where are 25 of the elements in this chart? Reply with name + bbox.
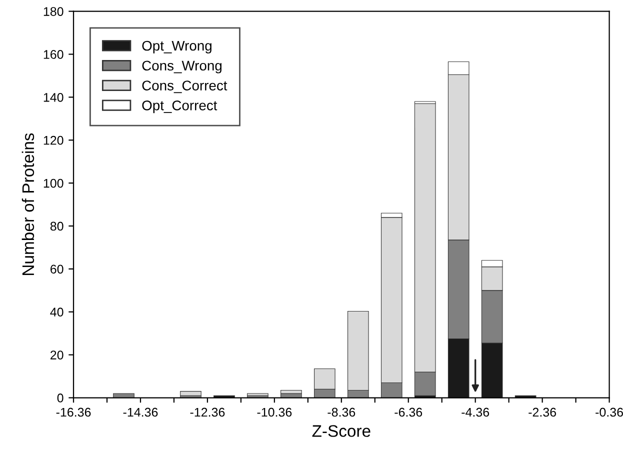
x-tick-label: -12.36 [190,408,225,417]
y-tick-label: 80 [50,222,64,231]
y-tick-label: 0 [57,394,64,402]
x-tick-label: -2.36 [528,408,556,417]
x-axis-title: Z-Score [312,425,370,437]
legend-label: Opt_Correct [142,100,218,114]
x-tick-label: -4.36 [462,408,490,417]
x-tick-label: -8.36 [328,408,356,417]
x-tick-label: -16.36 [56,408,91,417]
y-tick-label: 60 [50,264,64,274]
y-axis-title: Number of Proteins [22,133,34,275]
x-tick-label: -10.36 [257,408,292,417]
y-tick-label: 40 [50,308,64,317]
x-tick-label: -14.36 [123,408,158,417]
legend-label: Cons_Correct [142,80,228,94]
y-tick-label: 120 [44,136,64,145]
y-tick-label: 180 [44,7,64,16]
legend-label: Cons_Wrong [142,60,222,74]
x-tick-label: -6.36 [394,408,422,417]
y-tick-label: 140 [44,92,64,102]
x-tick-label: -0.36 [596,408,623,417]
y-tick-label: 160 [44,50,64,59]
legend-label: Opt_Wrong [142,40,212,54]
y-tick-label: 20 [50,350,64,360]
y-tick-label: 100 [44,178,64,188]
